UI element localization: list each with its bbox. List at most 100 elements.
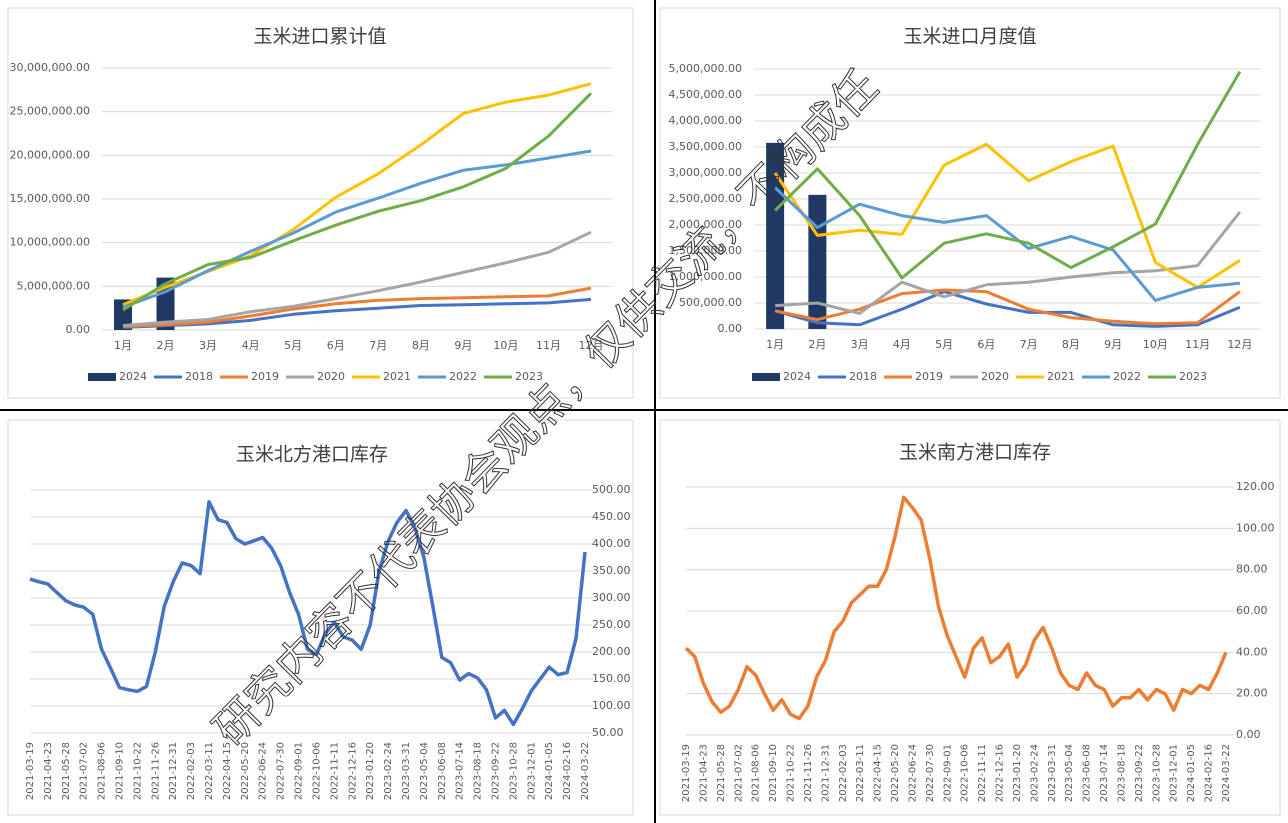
- x-tick-label: 2023-05-04: [1064, 744, 1075, 802]
- x-tick-label: 10月: [1143, 338, 1168, 351]
- y-tick-label: 100.00: [1236, 521, 1275, 534]
- y-tick-label: 4,000,000.00: [669, 114, 742, 127]
- y-tick-label: 5,000,000.00: [669, 62, 742, 75]
- y-tick-label: 40.00: [1236, 645, 1268, 658]
- x-tick-label: 2022-09-01: [294, 742, 305, 800]
- y-tick-label: 400.00: [592, 537, 631, 550]
- panel: [7, 419, 634, 816]
- x-tick-label: 2023-03-31: [401, 742, 412, 800]
- y-tick-label: 500.00: [592, 483, 631, 496]
- x-tick-label: 2021-04-23: [698, 744, 709, 802]
- x-tick-label: 2022-07-30: [276, 742, 287, 800]
- y-tick-label: 0.00: [66, 323, 91, 336]
- x-tick-label: 2023-02-24: [1029, 744, 1040, 802]
- x-tick-label: 2021-10-22: [132, 742, 143, 800]
- line-series: [122, 230, 592, 328]
- y-tick-label: 1,000,000.00: [669, 270, 742, 283]
- x-tick-label: 2024-02-16: [562, 742, 573, 800]
- x-tick-label: 12月: [1227, 338, 1252, 351]
- x-tick-label: 2021-09-10: [768, 744, 779, 802]
- x-tick-label: 1月: [114, 339, 132, 352]
- y-tick-label: 3,500,000.00: [669, 140, 742, 153]
- y-tick-label: 15,000,000.00: [10, 192, 90, 205]
- x-tick-label: 2023-10-28: [508, 742, 519, 800]
- x-tick-label: 2021-11-26: [803, 744, 814, 802]
- x-tick-label: 2021-07-02: [733, 744, 744, 802]
- x-tick-label: 11月: [1185, 338, 1210, 351]
- x-tick-label: 6月: [327, 339, 345, 352]
- x-tick-label: 2021-09-10: [115, 742, 126, 800]
- x-tick-label: 2023-09-22: [1134, 744, 1145, 802]
- x-tick-label: 4月: [893, 338, 911, 351]
- x-tick-label: 8月: [1062, 338, 1080, 351]
- x-tick-label: 9月: [454, 339, 472, 352]
- legend-label: 2024: [783, 370, 811, 383]
- y-tick-label: 3,000,000.00: [669, 166, 742, 179]
- x-tick-label: 2023-01-20: [365, 742, 376, 800]
- x-tick-label: 2022-09-01: [942, 744, 953, 802]
- x-tick-label: 7月: [369, 339, 387, 352]
- x-tick-label: 2023-10-28: [1151, 744, 1162, 802]
- x-tick-label: 2024-01-05: [544, 742, 555, 800]
- x-tick-label: 2023-12-01: [1169, 744, 1180, 802]
- x-tick-label: 2021-11-26: [150, 742, 161, 800]
- line-series: [773, 142, 1241, 289]
- x-tick-label: 2023-09-22: [490, 742, 501, 800]
- x-tick-label: 4月: [242, 339, 260, 352]
- y-tick-label: 30,000,000.00: [10, 61, 90, 74]
- x-tick-label: 2022-02-03: [186, 742, 197, 800]
- legend-label: 2018: [849, 370, 877, 383]
- y-tick-label: 450.00: [592, 510, 631, 523]
- y-tick-label: 20,000,000.00: [10, 148, 90, 161]
- y-tick-label: 10,000,000.00: [10, 236, 90, 249]
- y-tick-label: 25,000,000.00: [10, 105, 90, 118]
- panel: [659, 7, 1281, 399]
- x-tick-label: 2022-05-20: [240, 742, 251, 800]
- x-tick-label: 2021-10-22: [786, 744, 797, 802]
- x-tick-label: 3月: [199, 339, 217, 352]
- x-tick-label: 2022-10-06: [960, 744, 971, 802]
- x-tick-label: 2021-05-28: [61, 742, 72, 800]
- y-tick-label: 60.00: [1236, 604, 1268, 617]
- legend-label: 2021: [383, 370, 411, 383]
- line-series: [774, 290, 1241, 328]
- legend-label: 2019: [915, 370, 943, 383]
- chart-title: 玉米进口月度值: [903, 26, 1036, 48]
- legend-label: 2020: [981, 370, 1009, 383]
- chart-title: 玉米南方港口库存: [899, 442, 1051, 464]
- panel: [659, 419, 1281, 816]
- y-tick-label: 1,500,000.00: [669, 244, 742, 257]
- x-tick-label: 2021-08-06: [97, 742, 108, 800]
- legend-label: 2023: [515, 370, 543, 383]
- line-series: [774, 70, 1242, 280]
- x-tick-label: 1月: [766, 338, 784, 351]
- x-tick-label: 2024-02-16: [1204, 744, 1215, 802]
- x-tick-label: 5月: [284, 339, 302, 352]
- x-tick-label: 2021-04-23: [43, 742, 54, 800]
- legend-label: 2019: [251, 370, 279, 383]
- x-tick-label: 3月: [851, 338, 869, 351]
- legend-label: 2021: [1047, 370, 1075, 383]
- x-tick-label: 2022-05-20: [890, 744, 901, 802]
- y-tick-label: 0.00: [1236, 728, 1261, 741]
- x-tick-label: 2022-03-11: [855, 744, 866, 802]
- y-tick-label: 200.00: [592, 645, 631, 658]
- legend-label: 2018: [185, 370, 213, 383]
- x-tick-label: 2023-01-20: [1012, 744, 1023, 802]
- x-tick-label: 5月: [935, 338, 953, 351]
- y-tick-label: 100.00: [592, 699, 631, 712]
- x-tick-label: 2022-10-06: [311, 742, 322, 800]
- x-tick-label: 2023-08-18: [473, 742, 484, 800]
- line-series: [775, 211, 1242, 315]
- y-tick-label: 2,500,000.00: [669, 192, 742, 205]
- panel: [7, 7, 634, 399]
- bar: [808, 194, 827, 329]
- chart-title: 玉米进口累计值: [253, 26, 386, 48]
- x-tick-label: 2023-07-14: [455, 742, 466, 800]
- x-tick-label: 2021-03-19: [25, 742, 36, 800]
- x-tick-label: 2022-04-15: [873, 744, 884, 802]
- line-series: [684, 495, 1228, 721]
- bar: [766, 142, 785, 329]
- legend-label: 2023: [1179, 370, 1207, 383]
